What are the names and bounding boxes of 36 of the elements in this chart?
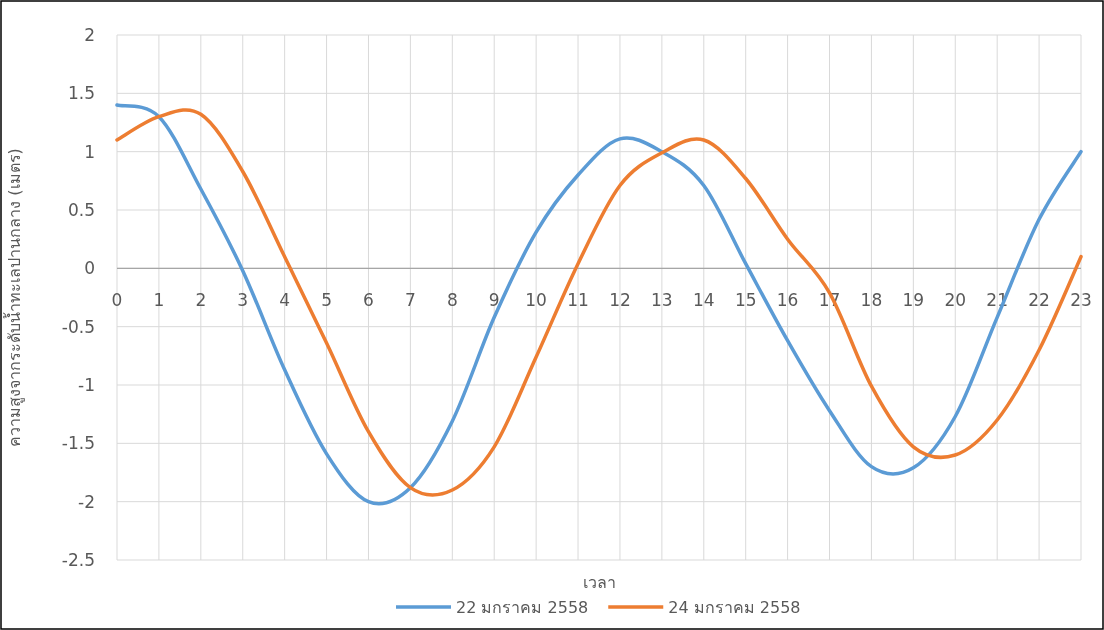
x-tick-label: 11	[567, 290, 589, 311]
x-tick-label: 14	[692, 290, 715, 311]
y-tick-label: 0.5	[67, 200, 95, 220]
x-tick-label: 15	[734, 290, 757, 311]
x-tick-label: 6	[363, 290, 374, 311]
legend-label: 22 มกราคม 2558	[456, 598, 589, 617]
x-tick-label: 3	[237, 290, 249, 311]
y-tick-label: 1.5	[67, 83, 95, 104]
y-tick-label: 0	[84, 258, 95, 279]
x-tick-label: 1	[153, 290, 165, 311]
x-tick-label: 2	[195, 290, 207, 311]
x-tick-label: 5	[321, 290, 332, 311]
y-tick-label: -2	[78, 491, 95, 512]
y-tick-label: 1	[84, 141, 95, 162]
x-tick-label: 22	[1028, 290, 1050, 311]
x-tick-label: 18	[860, 290, 883, 311]
x-tick-label: 20	[944, 290, 967, 311]
y-tick-label: -2.5	[61, 550, 95, 570]
y-tick-label: -1.5	[61, 433, 95, 454]
legend-label: 24 มกราคม 2558	[668, 598, 801, 617]
x-axis-title: เวลา	[582, 573, 616, 592]
x-tick-label: 4	[279, 290, 291, 311]
x-tick-label: 7	[404, 290, 416, 311]
x-tick-label: 10	[525, 290, 547, 311]
y-tick-label: -1	[78, 375, 95, 395]
x-tick-label: 19	[902, 290, 925, 311]
y-tick-label: -0.5	[61, 316, 95, 337]
y-tick-label: 2	[84, 25, 95, 45]
x-tick-label: 16	[776, 290, 799, 311]
x-tick-label: 8	[446, 290, 458, 311]
x-tick-label: 12	[609, 290, 631, 311]
x-tick-label: 9	[488, 290, 500, 311]
y-axis-title: ความสูงจากระดับน้ำทะเลปานกลาง (เมตร)	[3, 148, 25, 447]
x-tick-label: 0	[111, 290, 123, 311]
x-tick-label: 13	[651, 290, 673, 311]
x-tick-label: 23	[1070, 290, 1092, 311]
